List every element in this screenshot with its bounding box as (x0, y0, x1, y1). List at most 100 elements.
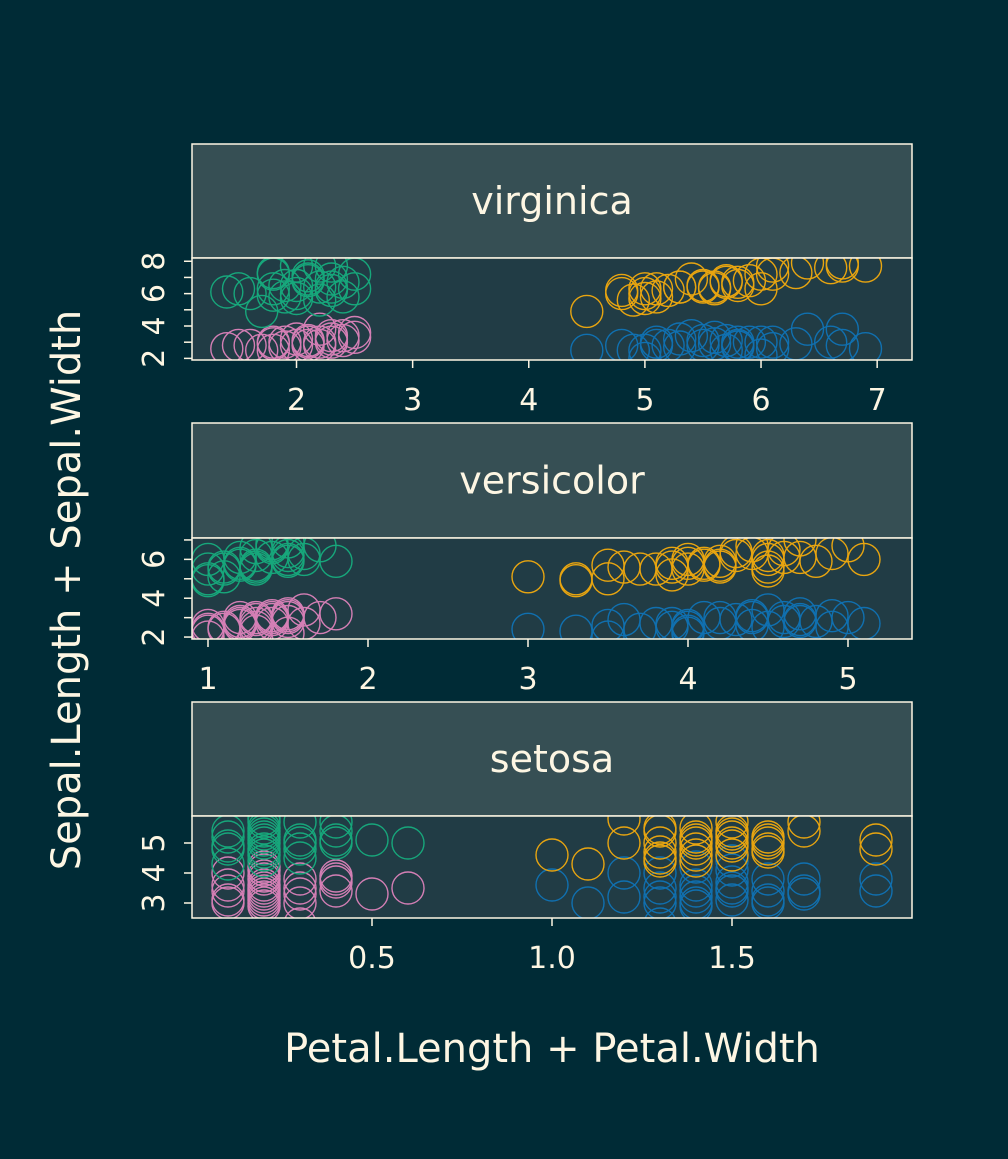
point-sl_pl-2 (607, 826, 641, 860)
point-sl_pl-30 (605, 273, 639, 308)
point-sw_pl-24 (859, 862, 893, 896)
point-sl_pw-10 (314, 262, 349, 296)
point-sw_pw-20 (355, 877, 389, 911)
point-sl_pw-10 (247, 816, 281, 845)
point-sl_pw-22 (245, 294, 279, 329)
y-tick-label-virginica-2: 4 (137, 316, 172, 335)
point-sl_pw-1 (211, 820, 245, 854)
point-sl_pw-26 (283, 826, 317, 860)
point-sw_pw-2 (211, 868, 245, 902)
point-sl_pl-14 (679, 816, 713, 845)
point-sl_pl-17 (703, 544, 737, 578)
point-sl_pl-17 (715, 826, 749, 860)
panel-border-virginica (191, 257, 913, 361)
y-tick-label-setosa-2: 5 (137, 833, 172, 852)
point-sw_pw-19 (326, 319, 360, 353)
point-sl_pl-1 (571, 847, 605, 881)
point-sw_pl-20 (751, 862, 785, 896)
point-sw_pl-26 (715, 871, 749, 905)
point-sl_pl-20 (715, 816, 749, 839)
point-sl_pw-16 (283, 816, 317, 839)
x-tick-label-setosa-1: 1.0 (528, 941, 576, 976)
point-sw_pl-26 (815, 599, 849, 633)
strip-setosa (191, 701, 913, 817)
point-sl_pl-29 (799, 544, 833, 578)
point-sl_pl-19 (814, 258, 848, 285)
panel-border-versicolor (191, 537, 913, 640)
point-sw_pl-27 (744, 325, 778, 359)
point-sw_pl-28 (847, 606, 881, 639)
point-sl_pw-21 (287, 538, 321, 571)
point-sl_pw-19 (271, 538, 305, 569)
point-sw_pl-15 (755, 332, 790, 360)
panel-setosa: setosa 0.5 1.0 1.5 3 4 5 (137, 701, 913, 976)
point-sw_pl-9 (697, 320, 732, 354)
point-sw_pl-13 (715, 883, 749, 917)
points-setosa (211, 816, 893, 918)
x-tick-label-versicolor-1: 2 (358, 662, 377, 697)
point-sw_pl-9 (679, 886, 713, 918)
point-sl_pw-3 (256, 272, 290, 306)
point-sw_pl-29 (787, 877, 821, 911)
point-sw_pl-28 (751, 886, 785, 918)
x-tick-label-versicolor-4: 5 (838, 662, 857, 697)
point-sw_pl-30 (721, 328, 755, 360)
point-sw_pw-8 (247, 868, 281, 902)
x-tick-label-virginica-2: 4 (519, 383, 538, 418)
point-sw_pw-0 (210, 332, 244, 360)
x-tick-label-virginica-4: 6 (751, 383, 770, 418)
x-tick-label-setosa-2: 1.5 (708, 941, 756, 976)
point-sw_pw-3 (268, 325, 302, 359)
x-tick-label-setosa-0: 0.5 (348, 941, 396, 976)
point-sl_pw-14 (283, 832, 317, 866)
strip-label-setosa: setosa (490, 737, 614, 781)
point-sl_pw-21 (221, 272, 256, 306)
point-sl_pl-27 (790, 258, 825, 280)
point-sl_pl-5 (643, 841, 677, 875)
point-sl_pl-30 (815, 538, 849, 571)
point-sw_pw-3 (211, 856, 245, 890)
point-sl_pl-10 (679, 838, 713, 872)
point-sl_pw-26 (314, 273, 349, 308)
point-sl_pl-2 (616, 283, 650, 317)
point-sw_pw-13 (283, 886, 317, 918)
point-sw_pl-13 (744, 338, 778, 360)
point-sl_pw-27 (319, 823, 353, 857)
point-sw_pl-20 (848, 332, 883, 360)
point-sw_pw-10 (247, 859, 281, 893)
point-sl_pl-32 (847, 542, 881, 577)
point-sl_pl-28 (744, 272, 778, 306)
point-sl_pw-18 (319, 816, 353, 848)
point-sl_pw-12 (247, 816, 281, 839)
point-sl_pl-7 (643, 826, 677, 860)
point-sw_pl-19 (751, 874, 785, 908)
point-sl_pw-19 (319, 816, 353, 839)
point-sw_pw-0 (192, 620, 225, 639)
point-sw_pw-20 (287, 606, 321, 639)
point-sl_pl-22 (751, 832, 785, 866)
point-sw_pw-27 (271, 600, 305, 635)
point-sw_pl-22 (651, 328, 685, 360)
point-sw_pw-14 (283, 871, 317, 905)
point-sl_pl-29 (663, 270, 697, 304)
point-sw_pw-17 (319, 874, 353, 908)
point-sw_pl-1 (559, 614, 593, 639)
point-sw_pl-5 (639, 325, 674, 359)
y-tick-label-versicolor-0: 2 (137, 628, 172, 647)
points-virginica (210, 258, 883, 360)
strip-virginica (191, 143, 913, 259)
point-sl_pw-20 (355, 823, 389, 857)
point-sw_pl-18 (814, 325, 848, 359)
point-sl_pl-0 (570, 294, 604, 329)
point-sw_pl-6 (663, 322, 697, 356)
point-sl_pl-31 (628, 272, 662, 306)
point-sl_pw-20 (326, 280, 360, 314)
point-sw_pl-0 (535, 868, 569, 902)
y-tick-label-versicolor-4: 6 (137, 550, 172, 569)
point-sl_pl-25 (767, 538, 801, 567)
point-sw_pw-27 (319, 862, 353, 896)
point-sw_pl-15 (715, 865, 749, 899)
point-sw_pl-12 (679, 868, 713, 902)
point-sw_pl-16 (715, 853, 749, 887)
